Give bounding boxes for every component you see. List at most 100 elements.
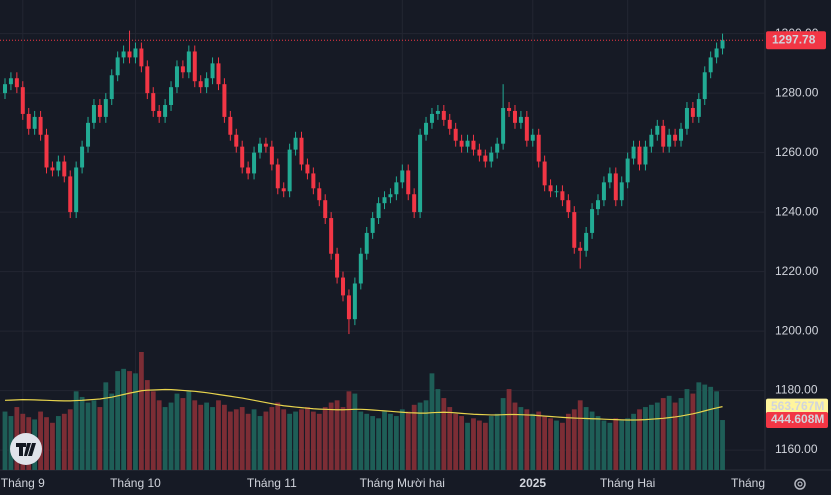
x-tick-label: 2025 — [519, 476, 546, 490]
candle-body — [216, 63, 221, 85]
candle-body — [613, 173, 618, 201]
volume-bar — [340, 407, 346, 470]
candle-body — [584, 232, 589, 251]
volume-bar — [358, 411, 364, 470]
candle-body — [596, 200, 600, 210]
volume-bar — [346, 391, 352, 470]
volume-bar — [186, 391, 192, 470]
settings-icon[interactable] — [794, 478, 806, 490]
candle-body — [74, 167, 79, 213]
candle-body — [109, 75, 114, 100]
candle-body — [139, 48, 144, 67]
volume-bar — [150, 391, 156, 470]
volume-bar — [370, 416, 376, 470]
tv-logo[interactable] — [10, 433, 42, 465]
candle-body — [530, 134, 535, 141]
volume-bar — [702, 384, 708, 470]
candle-body — [269, 146, 274, 165]
volume-bar — [127, 371, 132, 470]
x-tick-label: Tháng 9 — [1, 476, 45, 490]
volume-bar — [269, 407, 275, 470]
volume-bar — [453, 413, 459, 470]
candle-body — [376, 203, 381, 219]
candle-body — [133, 48, 138, 58]
candle-body — [263, 143, 268, 147]
volume-bar — [97, 407, 103, 470]
volume-bar — [583, 407, 589, 470]
candle-body — [459, 140, 464, 147]
volume-bar — [352, 393, 358, 470]
candle-body — [20, 87, 25, 114]
y-tick-label: 1220.00 — [775, 264, 819, 278]
candle-body — [103, 99, 108, 117]
candle-body — [163, 105, 168, 117]
y-tick-label: 1200.00 — [775, 323, 819, 337]
candle-body — [649, 134, 654, 147]
candle-body — [542, 161, 547, 186]
candle-body — [299, 137, 304, 165]
candle-body — [341, 277, 346, 296]
volume-bar — [405, 411, 411, 470]
candle-body — [317, 188, 322, 201]
candle-body — [198, 81, 203, 88]
candle-body — [352, 283, 357, 320]
candle-body — [281, 188, 286, 192]
volume-bar — [684, 389, 690, 470]
candle-body — [554, 191, 559, 193]
volume-bar — [637, 409, 642, 470]
volume-bar — [601, 420, 607, 470]
volume-bar — [660, 398, 666, 470]
volume-bar — [245, 413, 251, 470]
volume-bar — [174, 393, 180, 470]
candle-body — [572, 212, 577, 248]
volume-bar — [477, 420, 482, 470]
volume-bar — [138, 352, 144, 470]
volume-bar — [560, 422, 565, 470]
y-tick-label: 1240.00 — [775, 204, 819, 218]
volume-bar — [305, 407, 310, 470]
volume-bar — [518, 407, 524, 470]
candle-body — [637, 146, 642, 165]
volume-box — [766, 412, 828, 429]
candle-body — [323, 200, 328, 219]
volume-bar — [2, 411, 8, 470]
candle-body — [388, 194, 393, 198]
volume-bar — [222, 404, 227, 470]
candle-body — [702, 72, 707, 100]
candle-body — [607, 173, 612, 183]
candle-body — [186, 51, 191, 73]
candle-body — [62, 161, 67, 177]
volume-bar — [595, 416, 601, 470]
candle-body — [684, 107, 689, 129]
candle-body — [346, 295, 351, 320]
candle-body — [578, 247, 583, 251]
candle-body — [240, 146, 245, 168]
volume-bar — [38, 411, 43, 470]
candle-body — [370, 218, 375, 233]
gear-hub — [797, 481, 803, 487]
volume-bar — [91, 400, 97, 470]
candle-body — [696, 99, 701, 117]
volume-bar — [251, 409, 257, 470]
candle-body — [631, 146, 636, 159]
y-tick-label: 1160.00 — [775, 442, 818, 456]
axes: 1160.00 1180.00 1200.00 1220.00 1240.00 1260.… — [1, 26, 828, 490]
volume-bar — [714, 391, 719, 470]
volume-bar — [67, 409, 73, 470]
volume-bar — [471, 418, 476, 470]
volume-bar — [281, 409, 287, 470]
volume-bar — [198, 404, 204, 470]
candle-body — [619, 182, 624, 201]
candle-body — [524, 116, 529, 141]
volume-bar — [393, 416, 399, 470]
volume-ma-label: 563.767M — [771, 399, 824, 413]
candle-body — [32, 116, 37, 129]
candle-body — [364, 232, 369, 254]
candle-body — [418, 134, 423, 213]
volume-bar — [696, 382, 702, 470]
candle-body — [275, 164, 280, 189]
volume-bar — [643, 407, 648, 470]
candle-body — [406, 170, 411, 195]
candle-body — [566, 200, 571, 213]
candle-body — [228, 116, 233, 135]
